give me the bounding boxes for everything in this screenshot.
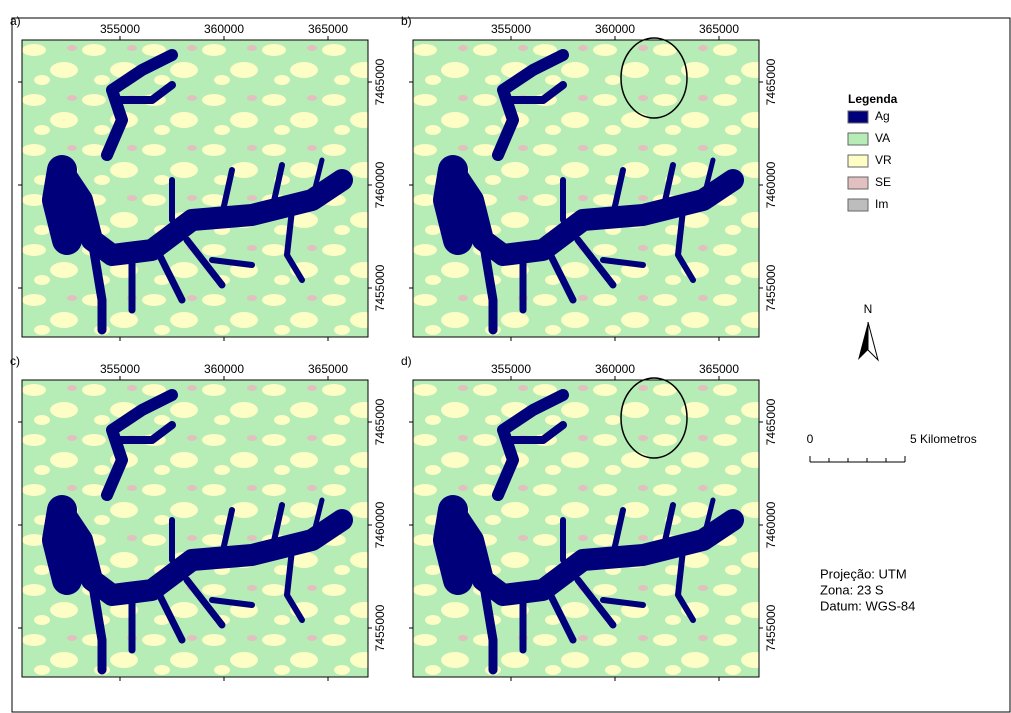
x-tick-label: 355000 bbox=[100, 362, 140, 376]
north-arrow-right bbox=[868, 322, 878, 360]
legend-swatch bbox=[848, 199, 868, 211]
panel-label: b) bbox=[401, 14, 412, 28]
panels: a) 355000 360000 365000 7465000 7460000 745500… bbox=[10, 14, 778, 681]
x-tick-label: 365000 bbox=[699, 22, 739, 36]
figure: a) 355000 360000 365000 7465000 7460000 745500… bbox=[0, 0, 1011, 713]
map-image bbox=[413, 380, 759, 677]
y-tick-label: 7455000 bbox=[764, 604, 778, 651]
y-tick-label: 7465000 bbox=[373, 398, 387, 445]
map-panel: b) 355000 360000 365000 7465000 7460000 745500… bbox=[401, 14, 778, 341]
panel-label: a) bbox=[10, 14, 21, 28]
north-arrow: N bbox=[858, 302, 878, 360]
scale-line bbox=[810, 456, 905, 462]
x-tick-label: 360000 bbox=[204, 22, 244, 36]
x-tick-label: 365000 bbox=[699, 362, 739, 376]
legend-label: VR bbox=[875, 153, 892, 167]
x-tick-label: 355000 bbox=[491, 22, 531, 36]
panel-label: d) bbox=[401, 354, 412, 368]
x-tick-label: 355000 bbox=[491, 362, 531, 376]
y-tick-label: 7465000 bbox=[373, 58, 387, 105]
y-tick-label: 7465000 bbox=[764, 398, 778, 445]
legend-label: SE bbox=[875, 175, 891, 189]
north-arrow-left bbox=[858, 322, 868, 360]
x-tick-label: 360000 bbox=[204, 362, 244, 376]
map-panel: a) 355000 360000 365000 7465000 7460000 745500… bbox=[10, 14, 387, 341]
y-tick-label: 7455000 bbox=[373, 264, 387, 311]
y-tick-label: 7455000 bbox=[764, 264, 778, 311]
side-panel: Legenda N 0 5 Kilometros Ag VA VR SE Im Proje… bbox=[807, 92, 977, 613]
y-tick-label: 7465000 bbox=[764, 58, 778, 105]
y-tick-label: 7460000 bbox=[764, 161, 778, 208]
north-label: N bbox=[864, 302, 873, 316]
scale-start: 0 bbox=[807, 432, 814, 446]
panel-label: c) bbox=[10, 354, 20, 368]
y-tick-label: 7460000 bbox=[764, 501, 778, 548]
legend-swatch bbox=[848, 177, 868, 189]
y-tick-label: 7455000 bbox=[373, 604, 387, 651]
x-tick-label: 365000 bbox=[308, 362, 348, 376]
map-image bbox=[22, 380, 368, 677]
legend-swatch bbox=[848, 133, 868, 145]
x-tick-label: 355000 bbox=[100, 22, 140, 36]
x-tick-label: 360000 bbox=[595, 22, 635, 36]
y-tick-label: 7460000 bbox=[373, 501, 387, 548]
legend-swatch bbox=[848, 111, 868, 123]
legend-label: VA bbox=[875, 131, 890, 145]
info-line: Projeção: UTM bbox=[820, 566, 907, 581]
map-image bbox=[22, 40, 368, 337]
info-line: Datum: WGS-84 bbox=[820, 598, 915, 613]
y-tick-label: 7460000 bbox=[373, 161, 387, 208]
legend-label: Ag bbox=[875, 109, 890, 123]
scale-end: 5 Kilometros bbox=[910, 432, 977, 446]
map-image bbox=[413, 40, 759, 337]
x-tick-label: 360000 bbox=[595, 362, 635, 376]
legend-title: Legenda bbox=[848, 92, 898, 106]
scale-bar: 0 5 Kilometros bbox=[807, 432, 977, 462]
legend-swatch bbox=[848, 155, 868, 167]
info-line: Zona: 23 S bbox=[820, 582, 884, 597]
legend-label: Im bbox=[875, 197, 888, 211]
map-panel: c) 355000 360000 365000 7465000 7460000 745500… bbox=[10, 354, 387, 681]
map-panel: d) 355000 360000 365000 7465000 7460000 745500… bbox=[401, 354, 778, 681]
x-tick-label: 365000 bbox=[308, 22, 348, 36]
